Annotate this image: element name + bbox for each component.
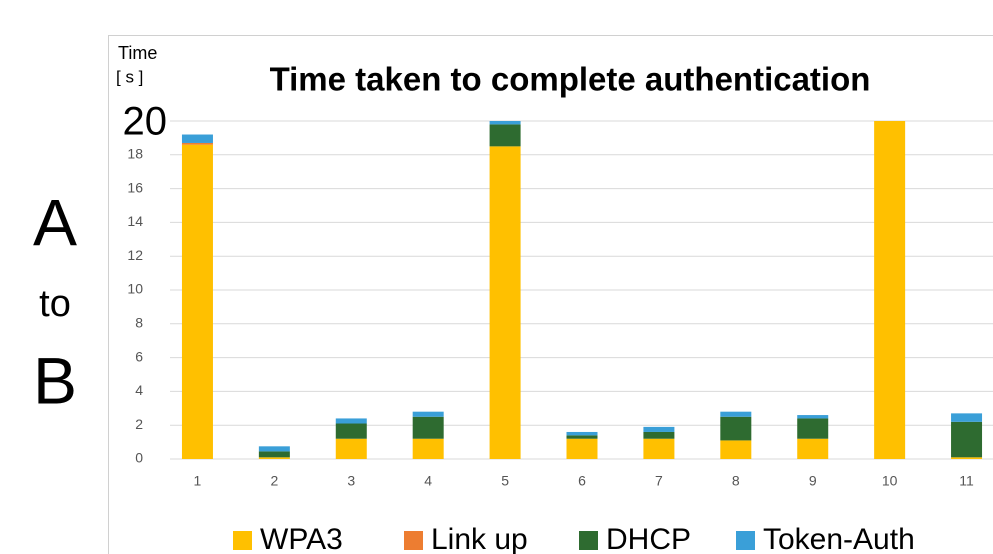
bar-segment bbox=[181, 134, 213, 143]
bar-segment bbox=[335, 423, 367, 439]
bar-segment bbox=[181, 142, 213, 145]
bar-segment bbox=[489, 124, 521, 147]
bar-segment bbox=[412, 438, 444, 459]
side-label: A bbox=[33, 185, 77, 259]
x-tick-label: 9 bbox=[809, 473, 817, 489]
x-tick-label: 6 bbox=[578, 473, 586, 489]
bar-segment bbox=[489, 146, 521, 459]
legend-label: WPA3 bbox=[260, 523, 343, 554]
bar-segment bbox=[643, 426, 675, 432]
bar-segment bbox=[566, 438, 598, 459]
bar-segment bbox=[335, 438, 367, 459]
x-tick-label: 4 bbox=[424, 473, 432, 489]
y-tick-label: 16 bbox=[127, 179, 143, 195]
bar-segment bbox=[797, 415, 829, 419]
side-label: to bbox=[39, 283, 71, 325]
bar-segment bbox=[797, 438, 829, 459]
bar-segment bbox=[489, 121, 521, 125]
bar-segment bbox=[874, 121, 906, 459]
y-label: Time bbox=[118, 43, 157, 63]
bar-segment bbox=[566, 435, 598, 439]
legend-label: Link up bbox=[431, 523, 528, 554]
y-tick-label: 8 bbox=[135, 315, 143, 331]
bar-segment bbox=[566, 431, 598, 436]
bar-segment bbox=[258, 446, 290, 452]
y-tick-label: 0 bbox=[135, 450, 143, 466]
bar-segment bbox=[643, 438, 675, 459]
bar-segment bbox=[720, 416, 752, 441]
bar-segment bbox=[720, 411, 752, 417]
bar-segment bbox=[258, 451, 290, 458]
bar-segment bbox=[951, 457, 983, 459]
x-tick-label: 8 bbox=[732, 473, 740, 489]
y-tick-label: 2 bbox=[135, 416, 143, 432]
chart-title: Time taken to complete authentication bbox=[270, 61, 871, 98]
bar-segment bbox=[951, 421, 983, 458]
y-tick-label: 10 bbox=[127, 281, 143, 297]
bar-segment bbox=[335, 418, 367, 424]
side-label: B bbox=[33, 343, 77, 417]
legend-swatch bbox=[404, 531, 423, 550]
x-tick-label: 7 bbox=[655, 473, 663, 489]
y-label: [ s ] bbox=[116, 67, 143, 86]
x-tick-label: 11 bbox=[959, 473, 974, 489]
legend-swatch bbox=[736, 531, 755, 550]
bar-segment bbox=[181, 144, 213, 459]
x-tick-label: 1 bbox=[194, 473, 202, 489]
bar-segment bbox=[412, 411, 444, 417]
bar-segment bbox=[643, 431, 675, 439]
y-tick-label: 6 bbox=[135, 348, 143, 364]
bar-segment bbox=[258, 457, 290, 459]
x-tick-label: 3 bbox=[347, 473, 355, 489]
y-tick-label: 4 bbox=[135, 382, 143, 398]
bar-segment bbox=[720, 440, 752, 459]
x-tick-label: 10 bbox=[882, 473, 898, 489]
x-tick-label: 2 bbox=[270, 473, 278, 489]
y-tick-label: 14 bbox=[127, 213, 143, 229]
bar-segment bbox=[951, 413, 983, 422]
legend-swatch bbox=[579, 531, 598, 550]
legend-label: DHCP bbox=[606, 523, 691, 554]
legend-swatch bbox=[233, 531, 252, 550]
y-tick-label: 18 bbox=[127, 146, 143, 162]
bar-segment bbox=[797, 418, 829, 439]
bar-segment bbox=[412, 416, 444, 439]
y-tick-label: 12 bbox=[127, 247, 143, 263]
x-tick-label: 5 bbox=[501, 473, 509, 489]
legend-label: Token-Auth bbox=[763, 523, 915, 554]
y-tick-label: 20 bbox=[123, 100, 168, 144]
